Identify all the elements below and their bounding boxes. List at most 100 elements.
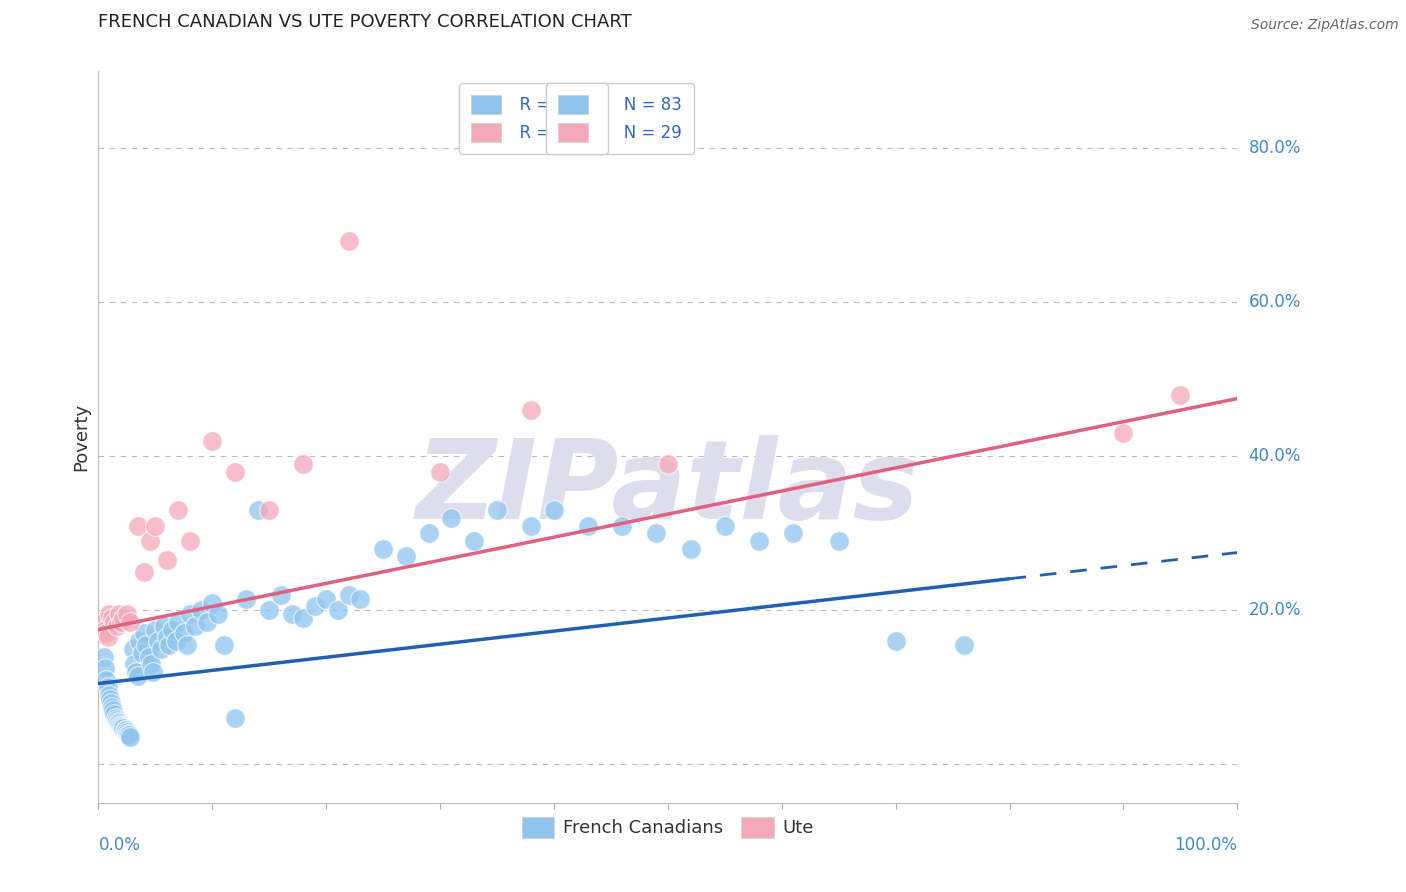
Point — [104, 711, 127, 725]
Point — [121, 641, 143, 656]
Point — [179, 607, 201, 622]
Point — [418, 526, 440, 541]
Point — [520, 518, 543, 533]
Point — [349, 591, 371, 606]
Point — [657, 457, 679, 471]
Point — [714, 518, 737, 533]
Point — [96, 673, 118, 687]
Point — [96, 626, 118, 640]
Point — [97, 607, 120, 622]
Point — [131, 646, 153, 660]
Point — [150, 641, 173, 656]
Text: 80.0%: 80.0% — [1249, 139, 1301, 157]
Point — [153, 618, 176, 632]
Point — [132, 626, 155, 640]
Point — [576, 518, 599, 533]
Point — [184, 618, 207, 632]
Text: 60.0%: 60.0% — [1249, 293, 1301, 311]
Point — [110, 719, 132, 733]
Text: R =  0.286: R = 0.286 — [463, 103, 551, 120]
Point — [156, 630, 179, 644]
Point — [127, 669, 149, 683]
Point — [246, 503, 269, 517]
Point — [139, 657, 162, 672]
Point — [1112, 426, 1135, 441]
Point — [828, 534, 851, 549]
Point — [162, 623, 184, 637]
Point — [120, 730, 142, 744]
Point — [120, 615, 142, 629]
Text: Source: ZipAtlas.com: Source: ZipAtlas.com — [1251, 18, 1399, 32]
Point — [142, 665, 165, 679]
Point — [292, 457, 315, 471]
Point — [337, 234, 360, 248]
Point — [165, 634, 187, 648]
Point — [117, 726, 139, 740]
Point — [543, 503, 565, 517]
Point — [112, 611, 135, 625]
Point — [108, 716, 131, 731]
Point — [114, 723, 136, 737]
Point — [337, 588, 360, 602]
Point — [105, 713, 128, 727]
Point — [212, 638, 235, 652]
Point — [884, 634, 907, 648]
Point — [145, 623, 167, 637]
Point — [97, 688, 120, 702]
Point — [207, 607, 229, 622]
Point — [94, 623, 117, 637]
Point — [270, 588, 292, 602]
Point — [145, 518, 167, 533]
Point — [371, 541, 394, 556]
Point — [235, 591, 257, 606]
Point — [94, 661, 117, 675]
Point — [100, 696, 122, 710]
Point — [315, 591, 337, 606]
Text: R =  0.600: R = 0.600 — [463, 139, 551, 157]
Point — [440, 511, 463, 525]
Point — [96, 630, 118, 644]
Point — [114, 723, 136, 738]
Point — [953, 638, 976, 652]
Point — [612, 518, 634, 533]
Point — [748, 534, 770, 549]
Point — [115, 607, 138, 622]
Point — [167, 615, 190, 629]
Point — [127, 518, 149, 533]
Point — [105, 618, 128, 632]
Point — [111, 720, 134, 734]
Point — [190, 603, 212, 617]
Point — [201, 434, 224, 448]
Point — [281, 607, 304, 622]
Point — [138, 649, 160, 664]
Point — [115, 725, 138, 739]
Point — [179, 534, 201, 549]
Point — [107, 714, 129, 729]
Point — [224, 465, 246, 479]
Y-axis label: Poverty: Poverty — [72, 403, 90, 471]
Point — [103, 615, 125, 629]
Point — [101, 611, 124, 625]
Point — [326, 603, 349, 617]
Point — [201, 596, 224, 610]
Point — [304, 599, 326, 614]
Point — [93, 649, 115, 664]
Point — [176, 638, 198, 652]
Point — [108, 718, 131, 732]
Point — [146, 634, 169, 648]
Point — [156, 553, 179, 567]
Point — [157, 638, 180, 652]
Point — [645, 526, 668, 541]
Point — [486, 503, 509, 517]
Point — [118, 728, 141, 742]
Point — [679, 541, 702, 556]
Point — [395, 549, 418, 564]
Point — [112, 721, 135, 735]
Text: FRENCH CANADIAN VS UTE POVERTY CORRELATION CHART: FRENCH CANADIAN VS UTE POVERTY CORRELATI… — [98, 13, 633, 31]
Point — [93, 615, 115, 629]
Point — [520, 403, 543, 417]
Point — [103, 703, 125, 717]
Text: N = 29: N = 29 — [593, 139, 652, 157]
Point — [259, 603, 281, 617]
Point — [128, 634, 150, 648]
